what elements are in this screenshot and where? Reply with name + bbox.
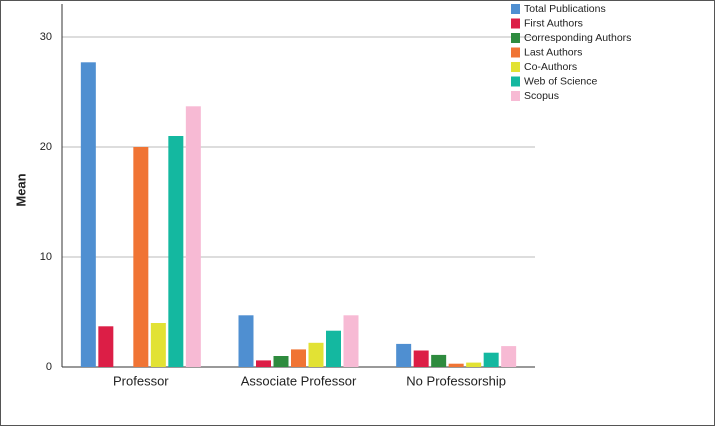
bar [98, 326, 114, 367]
bar [256, 360, 271, 367]
y-tick-label: 10 [40, 251, 52, 263]
bar [396, 343, 412, 367]
y-tick-label: 0 [46, 361, 52, 373]
bar [273, 356, 289, 367]
bar [501, 346, 517, 367]
bar [466, 362, 482, 367]
bar [238, 315, 254, 367]
legend-label: Co-Authors [524, 61, 577, 73]
legend-label: Web of Science [524, 75, 598, 87]
bar [483, 352, 499, 367]
legend-label: Scopus [524, 90, 559, 102]
bar [168, 136, 184, 367]
bar [150, 323, 166, 367]
y-tick-label: 30 [40, 31, 52, 43]
legend-swatch [511, 18, 520, 29]
bar [343, 315, 359, 367]
bar [133, 147, 149, 367]
bar [448, 363, 464, 367]
legend-swatch [511, 76, 520, 87]
legend-swatch [511, 4, 520, 14]
legend-label: First Authors [524, 17, 583, 29]
legend-label: Last Authors [524, 46, 582, 58]
legend-swatch [511, 47, 520, 58]
legend-label: Corresponding Authors [524, 32, 631, 44]
bar [291, 349, 306, 367]
x-tick-label: Associate Professor [241, 373, 357, 388]
legend-label: Total Publications [524, 3, 606, 15]
legend-swatch [511, 33, 520, 43]
y-tick-label: 20 [40, 141, 52, 153]
legend-swatch [511, 62, 520, 72]
y-axis-label: Mean [13, 173, 28, 206]
x-tick-label: No Professorship [406, 373, 506, 388]
bar [326, 330, 341, 367]
bar [308, 342, 324, 367]
x-tick-label: Professor [113, 373, 169, 388]
bar [185, 106, 201, 368]
legend-swatch [511, 91, 520, 101]
bar [413, 350, 429, 367]
bar [80, 62, 96, 368]
bar [431, 354, 447, 367]
